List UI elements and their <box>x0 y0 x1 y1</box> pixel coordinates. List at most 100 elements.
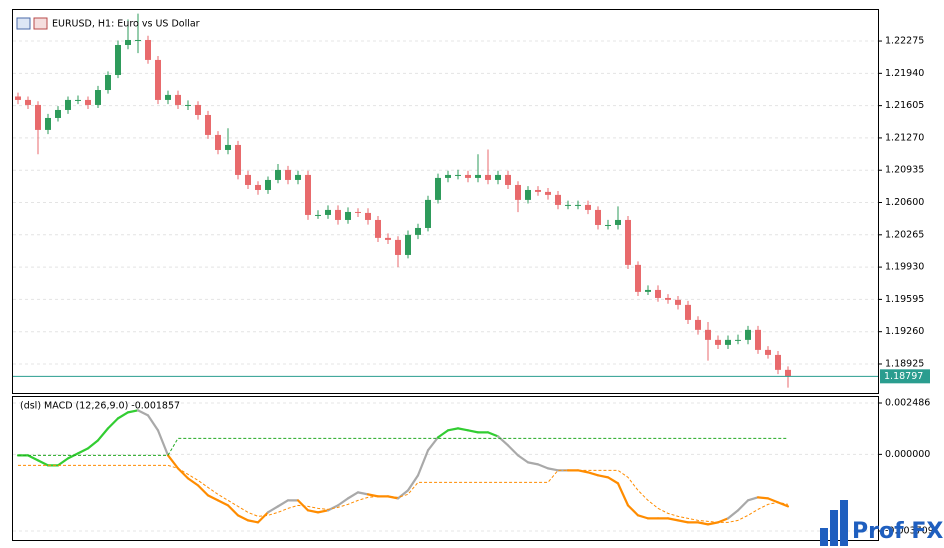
macd-segment <box>256 511 270 524</box>
candle-body <box>375 219 381 238</box>
macd-segment <box>776 501 790 508</box>
candle-body <box>245 174 251 185</box>
candle-body <box>785 369 791 377</box>
candle-body <box>585 204 591 210</box>
candle-body <box>595 209 601 225</box>
candle-body <box>525 189 531 200</box>
candle-body <box>145 39 151 60</box>
macd-segment <box>136 409 150 417</box>
macd-segment <box>206 494 220 502</box>
candle-body <box>345 211 351 220</box>
candle-body <box>715 339 721 345</box>
macd-level-line <box>18 464 789 523</box>
macd-segment <box>56 457 70 467</box>
candle-body <box>355 211 361 213</box>
candle-body <box>305 174 311 215</box>
candle-body <box>675 299 681 305</box>
macd-segment <box>76 447 90 455</box>
macd-segment <box>486 431 500 438</box>
candle-body <box>255 184 261 190</box>
macd-segment <box>726 509 740 520</box>
macd-segment <box>386 495 400 500</box>
macd-segment <box>306 509 320 514</box>
candle-body <box>465 174 471 178</box>
macd-segment <box>166 454 180 470</box>
candle-body <box>515 184 521 200</box>
last-price-box <box>880 369 930 384</box>
candle-body <box>535 189 541 192</box>
candle-body <box>475 174 481 178</box>
candle-body <box>235 144 241 175</box>
candle-body <box>495 174 501 180</box>
price-panel <box>12 9 879 394</box>
candle-body <box>45 117 51 130</box>
candle-body <box>175 94 181 105</box>
candle-body <box>575 204 581 206</box>
macd-segment <box>346 491 360 500</box>
watermark: Prof FX <box>852 519 943 544</box>
macd-segment <box>426 436 440 452</box>
candle-body <box>225 144 231 150</box>
candle-body <box>405 234 411 255</box>
macd-segment <box>146 414 160 432</box>
macd-segment <box>596 474 610 479</box>
candle-body <box>725 339 731 345</box>
y-tick-label: 1.21940 <box>885 68 924 79</box>
candle-body <box>635 264 641 292</box>
candle-body <box>555 194 561 205</box>
candle-body <box>385 237 391 240</box>
y-tick-label: 0.002486 <box>885 398 930 409</box>
candle-body <box>775 354 781 370</box>
candle-body <box>685 304 691 320</box>
macd-segment <box>516 454 530 464</box>
macd-segment <box>606 476 620 485</box>
macd-segment <box>616 482 630 507</box>
y-tick-label: 1.19595 <box>885 294 924 305</box>
candle-body <box>545 191 551 195</box>
candle-body <box>165 94 171 100</box>
candle-body <box>615 219 621 225</box>
y-tick-label: 1.19260 <box>885 326 924 337</box>
chart-title: EURUSD, H1: Euro vs US Dollar <box>52 19 200 30</box>
candle-body <box>565 204 571 206</box>
symbol-icons <box>16 17 48 30</box>
macd-segment <box>716 517 730 524</box>
macd-segment <box>586 471 600 477</box>
macd-segment <box>266 505 280 514</box>
candle-body <box>85 99 91 105</box>
macd-segment <box>626 504 640 517</box>
candle-body <box>215 134 221 150</box>
macd-segment <box>766 497 780 504</box>
last-price-label: 1.18797 <box>884 371 923 382</box>
macd-segment <box>746 496 760 502</box>
indicator-title: (dsl) MACD (12,26,9.0) -0.001857 <box>20 401 180 412</box>
candle-body <box>75 99 81 101</box>
candle-body <box>505 174 511 185</box>
candle-body <box>335 209 341 220</box>
macd-segment <box>26 454 40 462</box>
macd-segment <box>416 449 430 477</box>
watermark-logo <box>820 500 848 546</box>
macd-segment <box>276 499 290 508</box>
macd-segment <box>446 427 460 432</box>
candle-body <box>755 329 761 350</box>
candle-body <box>735 339 741 341</box>
candle-body <box>365 212 371 220</box>
candle-body <box>15 96 21 100</box>
macd-segment <box>356 491 370 496</box>
macd-segment <box>336 497 350 507</box>
y-tick-label: 1.19930 <box>885 262 924 273</box>
macd-segment <box>666 517 680 522</box>
candle-body <box>435 177 441 200</box>
candle-body <box>655 289 661 298</box>
y-tick-label: 0.000000 <box>885 449 930 460</box>
macd-segment <box>216 499 230 507</box>
candle-body <box>415 227 421 235</box>
candle-body <box>95 90 101 105</box>
candle-body <box>185 104 191 106</box>
macd-segment <box>736 499 750 512</box>
y-tick-label: 1.22275 <box>885 36 924 47</box>
candle-body <box>625 219 631 265</box>
macd-segment <box>156 429 170 457</box>
